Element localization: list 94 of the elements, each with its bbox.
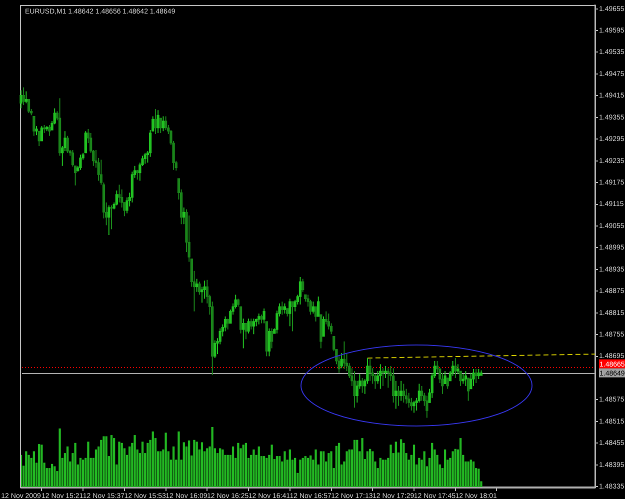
bar: [172, 446, 175, 487]
bar: [188, 440, 190, 487]
bar: [94, 449, 98, 487]
bar: [128, 446, 131, 487]
bar: [66, 446, 69, 487]
bar: [338, 442, 340, 487]
bar: [182, 442, 185, 487]
bar: [379, 458, 382, 487]
bar: [196, 442, 198, 487]
bar: [472, 461, 475, 487]
bar: [200, 442, 204, 487]
bar: [314, 449, 317, 487]
bar: [178, 431, 180, 487]
bar: [478, 468, 480, 487]
bar: [294, 458, 296, 487]
bar: [299, 460, 302, 487]
bar: [206, 448, 208, 487]
bar: [353, 440, 356, 487]
bar: [134, 435, 136, 487]
bar: [252, 449, 255, 487]
bar: [113, 438, 116, 487]
bar: [222, 449, 224, 487]
bar: [335, 446, 338, 487]
bar: [382, 460, 384, 487]
bar: [146, 442, 149, 487]
bar: [141, 442, 144, 487]
bar: [50, 464, 54, 487]
bar: [320, 451, 322, 487]
bar: [211, 427, 214, 487]
bar: [226, 454, 229, 487]
bar: [242, 444, 244, 487]
bar: [82, 460, 84, 487]
bar: [278, 456, 281, 487]
bar: [366, 451, 369, 487]
bar: [402, 442, 405, 487]
bar: [237, 442, 240, 487]
bar: [444, 449, 446, 487]
bar: [258, 446, 260, 487]
bar: [87, 442, 90, 487]
bar: [418, 458, 420, 487]
bar: [467, 461, 470, 487]
bar: [244, 442, 248, 487]
bar: [120, 442, 123, 487]
bar: [160, 451, 162, 487]
bar: [270, 444, 273, 487]
bar: [310, 455, 312, 487]
bar: [330, 451, 332, 487]
bar: [48, 468, 51, 487]
bar: [288, 449, 291, 487]
bar: [423, 451, 426, 487]
bar: [454, 448, 456, 487]
bar: [54, 466, 56, 487]
bar: [361, 438, 364, 487]
bar: [32, 451, 36, 487]
bar: [302, 458, 304, 487]
bar: [164, 432, 167, 487]
bar: [40, 444, 43, 487]
bar: [232, 446, 234, 487]
bar: [368, 448, 372, 487]
bar: [58, 428, 61, 487]
bar: [346, 451, 348, 487]
bar: [400, 439, 402, 487]
bar: [219, 448, 222, 487]
bar: [431, 442, 434, 487]
bar: [276, 456, 278, 487]
bar: [28, 454, 30, 487]
bar: [110, 435, 113, 487]
bar: [118, 442, 120, 487]
bar: [100, 440, 102, 487]
bar: [79, 458, 82, 487]
bar: [262, 456, 266, 487]
bar: [348, 449, 350, 487]
bar: [394, 442, 397, 487]
bar: [105, 436, 108, 487]
bar: [193, 440, 196, 487]
bar: [102, 436, 105, 487]
bar: [328, 453, 330, 487]
bar: [372, 451, 374, 487]
bar: [304, 456, 306, 487]
bar: [459, 438, 462, 487]
bar: [152, 431, 154, 487]
bar: [470, 460, 472, 487]
bar: [390, 444, 392, 487]
bar: [25, 451, 28, 487]
bar: [412, 444, 416, 487]
bar: [266, 458, 268, 487]
bar: [306, 458, 310, 487]
bar: [74, 442, 76, 487]
bar: [452, 451, 454, 487]
bar: [356, 440, 358, 487]
bar: [322, 451, 325, 487]
bar: [38, 444, 40, 487]
bar: [284, 451, 286, 487]
bar: [384, 460, 387, 487]
